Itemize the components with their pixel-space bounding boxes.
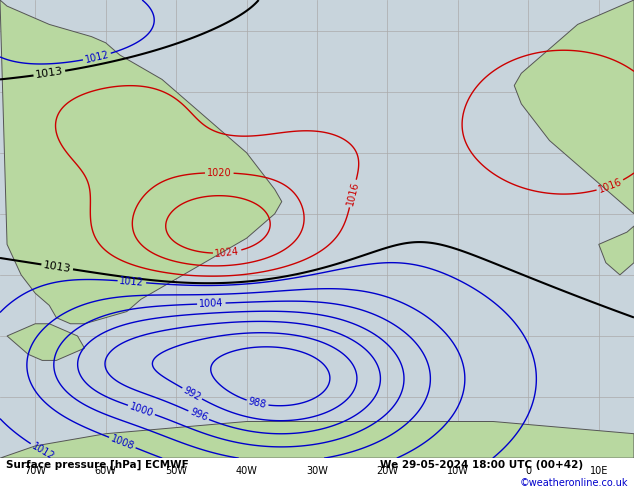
Polygon shape xyxy=(514,0,634,214)
Text: 988: 988 xyxy=(247,396,268,410)
Text: 1012: 1012 xyxy=(119,276,145,288)
Text: ©weatheronline.co.uk: ©weatheronline.co.uk xyxy=(519,478,628,489)
Polygon shape xyxy=(0,0,281,324)
Text: 10E: 10E xyxy=(590,466,608,476)
Text: Surface pressure [hPa] ECMWF: Surface pressure [hPa] ECMWF xyxy=(6,460,189,470)
Text: 30W: 30W xyxy=(306,466,328,476)
Text: 40W: 40W xyxy=(236,466,257,476)
Text: 10W: 10W xyxy=(447,466,469,476)
Text: 996: 996 xyxy=(188,407,209,423)
Text: 60W: 60W xyxy=(94,466,117,476)
Polygon shape xyxy=(7,324,84,361)
Text: 0: 0 xyxy=(526,466,531,476)
Text: 1012: 1012 xyxy=(30,441,56,462)
Text: 1016: 1016 xyxy=(597,177,623,195)
Text: 1016: 1016 xyxy=(345,180,361,207)
Text: We 29-05-2024 18:00 UTC (00+42): We 29-05-2024 18:00 UTC (00+42) xyxy=(380,460,583,470)
Text: 1000: 1000 xyxy=(128,401,155,418)
Text: 1008: 1008 xyxy=(109,433,136,452)
Text: 50W: 50W xyxy=(165,466,187,476)
Polygon shape xyxy=(598,226,634,275)
Text: 1013: 1013 xyxy=(42,260,72,274)
Text: 992: 992 xyxy=(181,385,203,402)
Polygon shape xyxy=(0,421,634,458)
Text: 1004: 1004 xyxy=(199,298,224,309)
Text: 1024: 1024 xyxy=(214,246,240,259)
Text: 1012: 1012 xyxy=(84,49,110,65)
Text: 70W: 70W xyxy=(24,466,46,476)
Text: 20W: 20W xyxy=(377,466,398,476)
Text: 1013: 1013 xyxy=(35,66,64,80)
Text: 1020: 1020 xyxy=(207,168,231,178)
